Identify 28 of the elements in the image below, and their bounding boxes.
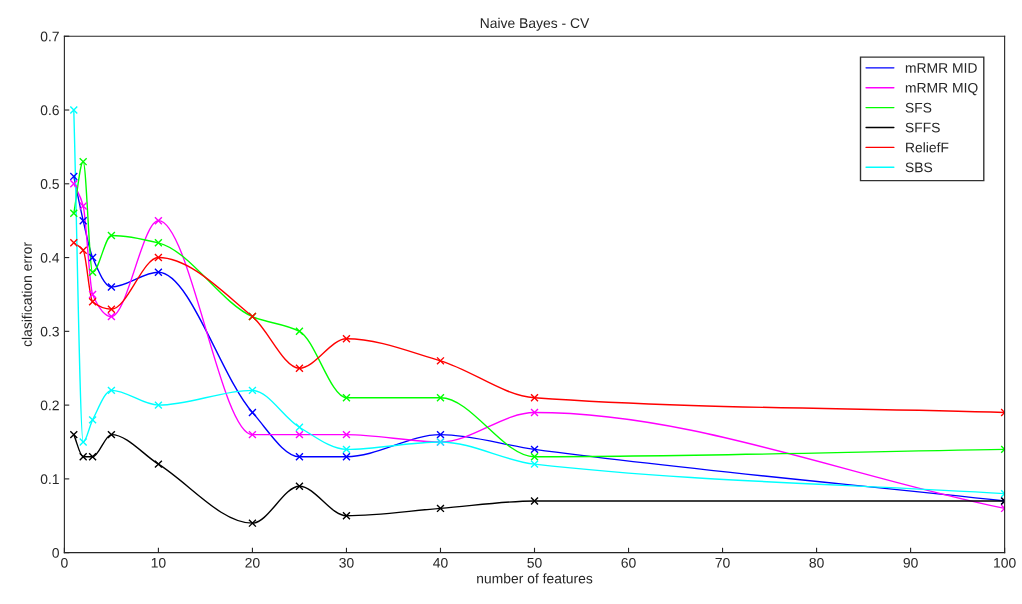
legend-label: mRMR MID bbox=[905, 63, 977, 73]
y-tick-label: 0 bbox=[52, 547, 59, 558]
y-tick-label: 0.1 bbox=[40, 474, 59, 485]
y-tick-label: 0.2 bbox=[40, 400, 59, 411]
x-tick-label: 30 bbox=[339, 557, 354, 568]
x-tick-label: 60 bbox=[621, 557, 636, 568]
y-tick-label: 0.5 bbox=[40, 179, 59, 189]
x-tick-label: 70 bbox=[715, 557, 730, 568]
y-tick-label: 0.4 bbox=[40, 252, 60, 263]
x-tick-label: 10 bbox=[151, 557, 166, 568]
legend-label: ReliefF bbox=[906, 142, 949, 153]
x-tick-label: 90 bbox=[903, 557, 918, 568]
y-tick-label: 0.3 bbox=[40, 326, 59, 337]
x-tick-label: 80 bbox=[809, 557, 824, 568]
y-tick-label: 0.7 bbox=[40, 31, 59, 42]
x-tick-label: 50 bbox=[527, 557, 542, 568]
x-tick-label: 20 bbox=[245, 557, 260, 568]
legend-label: SFFS bbox=[905, 122, 940, 133]
legend-label: SBS bbox=[905, 162, 933, 173]
legend-label: mRMR MIQ bbox=[905, 82, 978, 96]
x-axis-title: number of features bbox=[477, 573, 593, 584]
x-tick-label: 100 bbox=[994, 557, 1016, 568]
x-tick-label: 0 bbox=[61, 557, 68, 568]
x-tick-label: 40 bbox=[433, 557, 448, 568]
legend-label: SFS bbox=[905, 102, 932, 113]
y-axis-title: clasification error bbox=[21, 242, 32, 347]
y-tick-label: 0.6 bbox=[40, 105, 59, 116]
chart-title: Naive Bayes - CV bbox=[480, 17, 590, 31]
